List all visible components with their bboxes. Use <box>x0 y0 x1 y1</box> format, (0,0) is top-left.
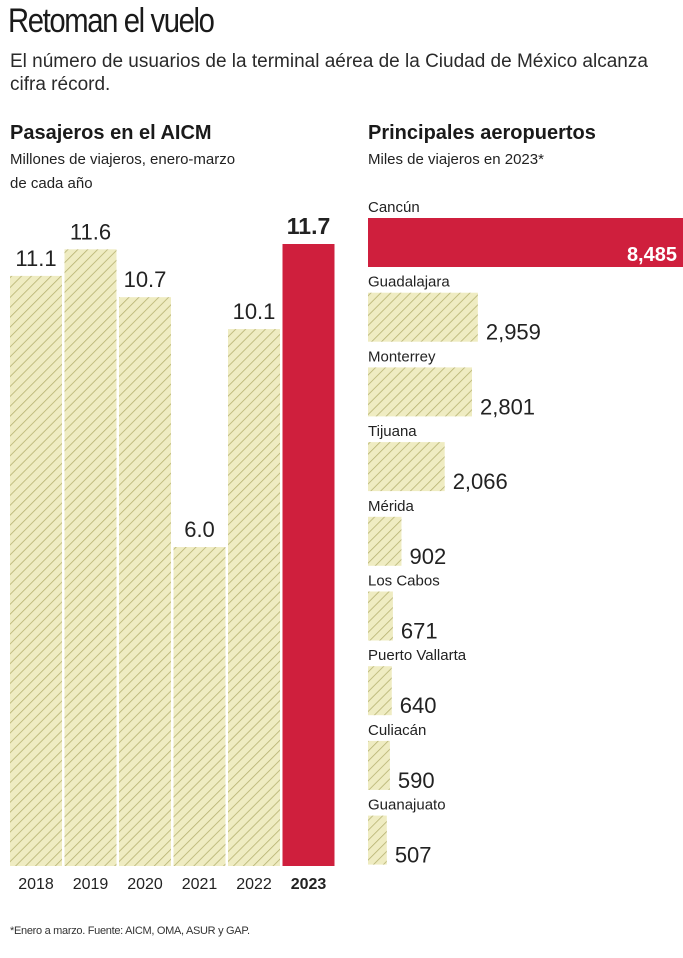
airports-chart-title: Principales aeropuertos <box>368 122 596 144</box>
airport-bar-1 <box>368 292 478 342</box>
airport-bar-7 <box>368 740 390 790</box>
airport-name-3: Tijuana <box>368 423 417 440</box>
category-label-2020: 2020 <box>127 876 163 893</box>
airport-bar-0 <box>368 218 683 267</box>
airports-chart-subtitle: Miles de viajeros en 2023* <box>368 151 544 168</box>
category-label-2023: 2023 <box>291 876 327 893</box>
value-label-2019: 11.6 <box>70 219 111 244</box>
category-label-2019: 2019 <box>73 876 109 893</box>
subheadline: El número de usuarios de la terminal aér… <box>10 51 648 95</box>
airport-name-0: Cancún <box>368 199 420 216</box>
headline: Retoman el vuelo <box>8 2 215 40</box>
airport-bar-5 <box>368 591 393 641</box>
airport-bar-2 <box>368 367 472 417</box>
category-label-2021: 2021 <box>182 876 218 893</box>
aicm-chart-subtitle: Millones de viajeros, enero-marzo de cad… <box>10 151 236 192</box>
aicm-chart-title: Pasajeros en el AICM <box>10 122 212 144</box>
airport-name-8: Guanajuato <box>368 797 446 814</box>
footnote: *Enero a marzo. Fuente: AICM, OMA, ASUR … <box>10 925 250 937</box>
bar-2023 <box>282 244 335 866</box>
airports-bar-chart: Cancún 8,485 Guadalajara 2,959 Monterrey 2,80… <box>368 199 683 868</box>
airport-name-2: Monterrey <box>368 348 436 365</box>
bar-2019 <box>64 249 117 867</box>
aicm-bar-chart: 11.1 2018 11.6 2019 10.7 2020 6.0 2021 10.1 2022 1… <box>10 213 335 893</box>
airport-name-6: Puerto Vallarta <box>368 647 467 664</box>
value-label-2022: 10.1 <box>233 299 276 324</box>
airport-bar-3 <box>368 442 445 492</box>
value-label-2018: 11.1 <box>15 246 56 271</box>
airport-value-6: 640 <box>400 693 437 718</box>
category-label-2022: 2022 <box>236 876 272 893</box>
bar-2018 <box>10 275 62 866</box>
airport-name-5: Los Cabos <box>368 573 440 590</box>
airport-value-4: 902 <box>409 544 446 569</box>
airport-value-2: 2,801 <box>480 394 535 419</box>
value-label-2023: 11.7 <box>287 213 331 239</box>
airport-name-1: Guadalajara <box>368 274 450 291</box>
airport-value-1: 2,959 <box>486 320 541 345</box>
airport-name-7: Culiacán <box>368 722 426 739</box>
airport-name-4: Mérida <box>368 498 415 515</box>
airport-value-0: 8,485 <box>627 244 677 266</box>
airport-bar-8 <box>368 815 387 865</box>
bar-2020 <box>119 297 171 867</box>
airport-bar-4 <box>368 516 402 566</box>
category-label-2018: 2018 <box>18 876 54 893</box>
airport-value-7: 590 <box>398 768 435 793</box>
airport-value-3: 2,066 <box>453 469 508 494</box>
airport-bar-6 <box>368 666 392 716</box>
bar-2022 <box>228 329 280 866</box>
bar-2021 <box>173 547 226 866</box>
airport-value-5: 671 <box>401 619 438 644</box>
value-label-2020: 10.7 <box>124 267 167 292</box>
value-label-2021: 6.0 <box>184 517 215 542</box>
airport-value-8: 507 <box>395 843 432 868</box>
